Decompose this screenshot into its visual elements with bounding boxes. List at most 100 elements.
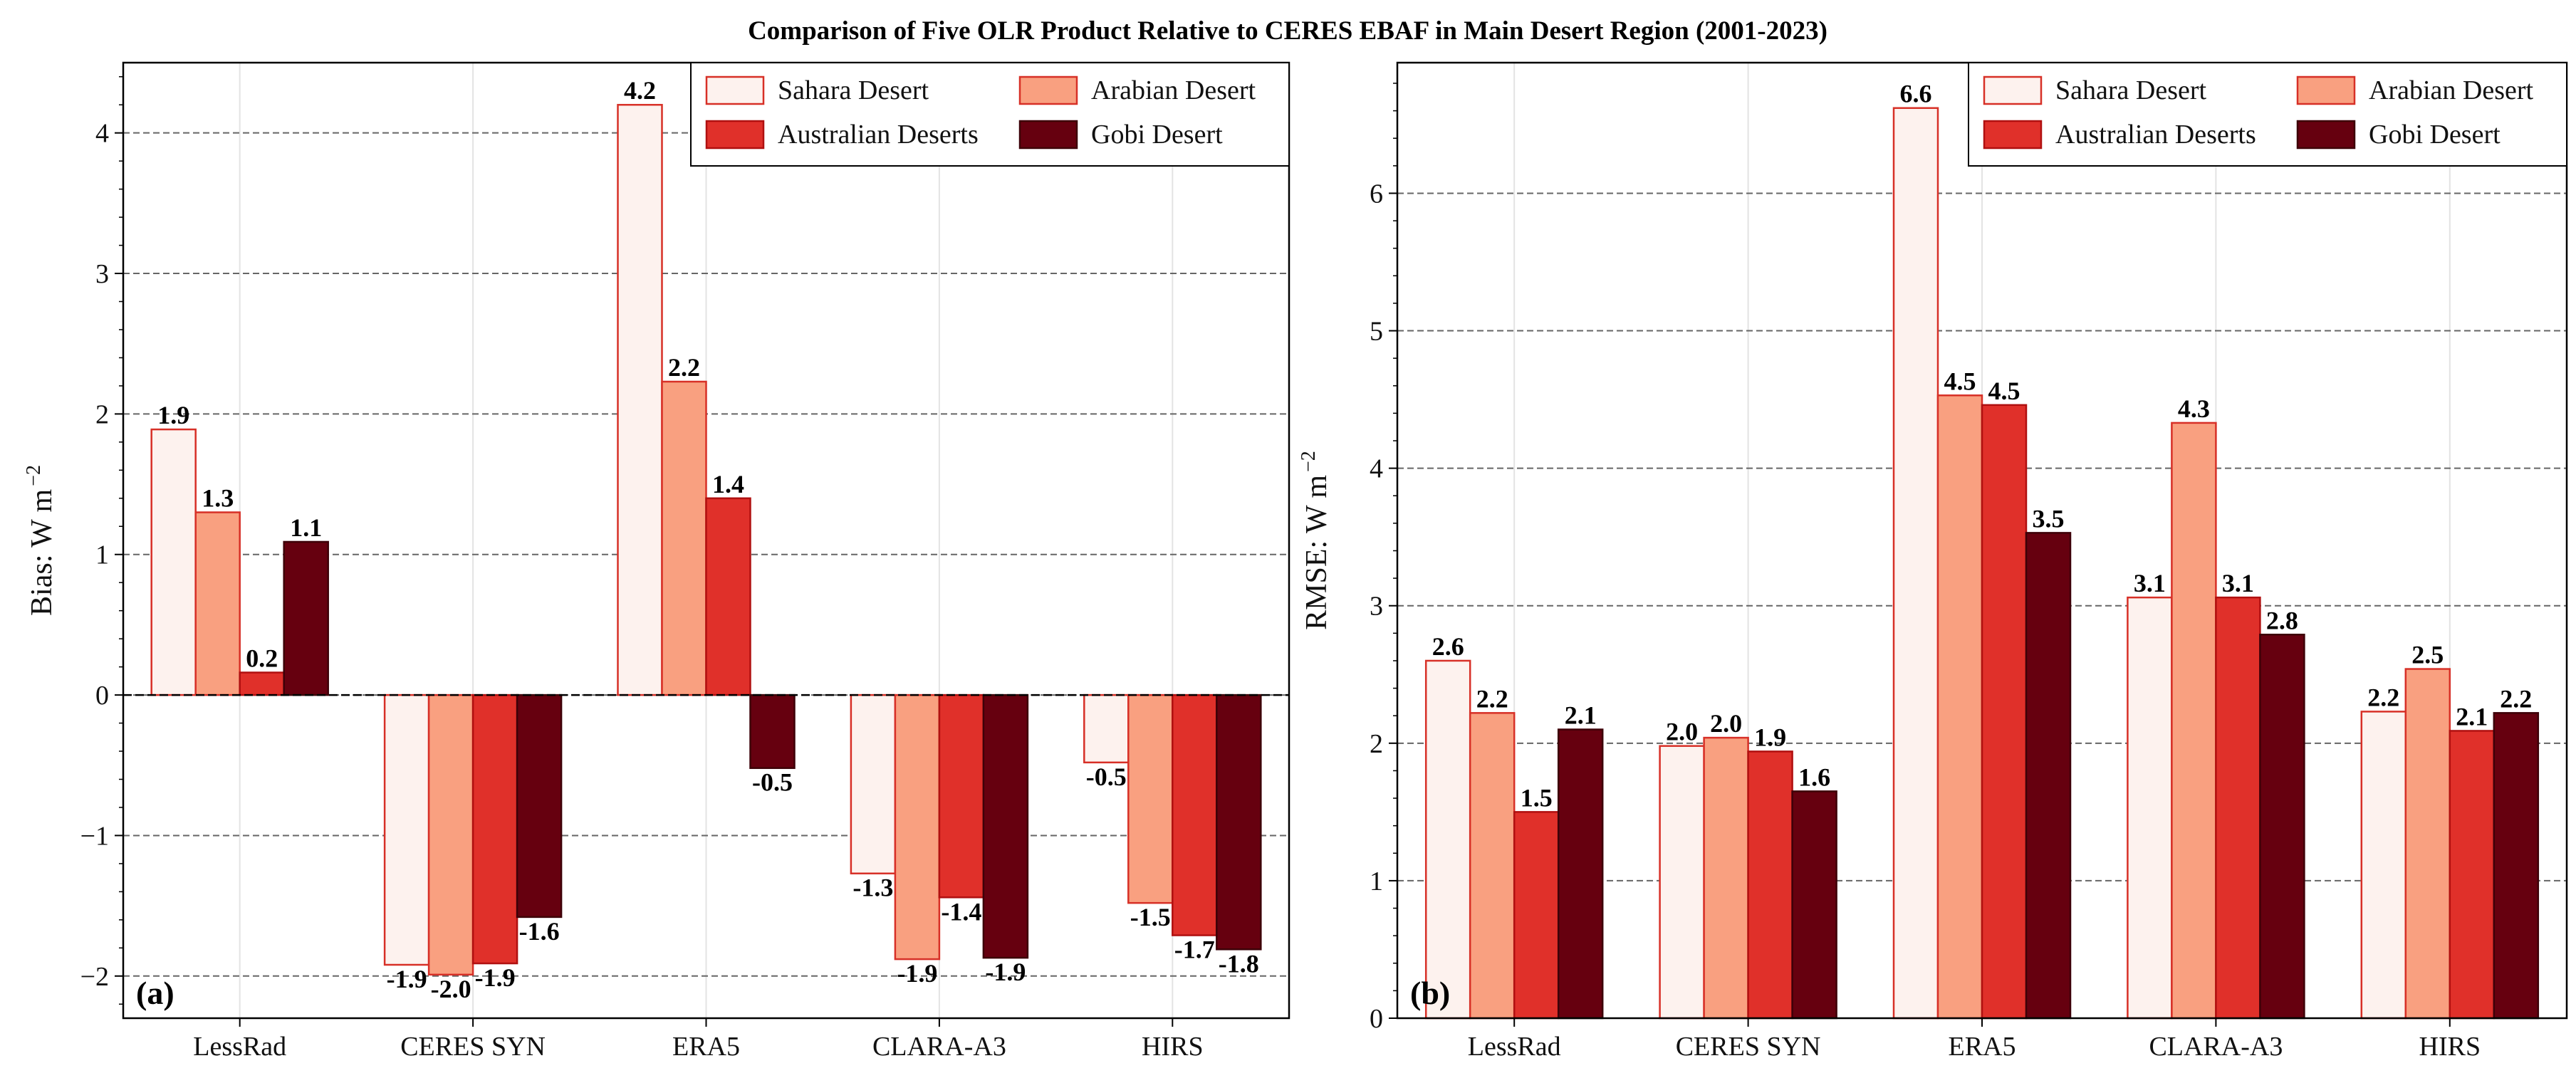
y-tick-label: 4 (1370, 454, 1383, 484)
legend-swatch (705, 120, 765, 150)
bar (2360, 711, 2407, 1020)
bar (239, 671, 285, 696)
panel-label: (b) (1410, 975, 1450, 1011)
bar-value-label: 2.8 (2266, 606, 2298, 634)
y-tick-label: 0 (95, 681, 109, 711)
bar-value-label: 0.2 (246, 644, 278, 673)
bar-value-label: 2.5 (2411, 641, 2444, 669)
bar-value-label: -1.7 (1174, 936, 1215, 964)
bar (938, 694, 985, 899)
bar (516, 694, 563, 919)
bar (283, 540, 329, 696)
bar-value-label: 2.6 (1432, 632, 1464, 661)
bar (1172, 694, 1218, 936)
bar (749, 694, 796, 769)
y-tick-label: 0 (1370, 1004, 1383, 1034)
y-axis-label: Bias: W m −2 (23, 465, 58, 616)
bar (894, 694, 941, 961)
bar (617, 103, 663, 696)
y-axis-label-text: RMSE: W m (1300, 475, 1333, 630)
legend-entry-label: Sahara Desert (778, 75, 929, 105)
y-axis-label-text: Bias: W m (26, 489, 58, 616)
bar (2493, 712, 2540, 1020)
x-tick-label: CLARA-A3 (872, 1032, 1006, 1062)
bar (2127, 596, 2173, 1020)
y-tick-label: 6 (1370, 179, 1383, 209)
y-tick-label: 1 (1370, 867, 1383, 896)
legend-entry-label: Gobi Desert (2369, 120, 2501, 150)
bar-value-label: 4.5 (1944, 367, 1976, 395)
bar-value-label: -1.8 (1219, 949, 1259, 978)
bar (1892, 107, 1939, 1020)
bar (194, 511, 241, 696)
bar-value-label: 6.6 (1900, 80, 1932, 108)
x-tick-label: ERA5 (672, 1032, 740, 1062)
bar (1981, 404, 2028, 1020)
legend-swatch (2296, 120, 2356, 150)
bar (705, 497, 751, 696)
bar-value-label: -0.5 (752, 768, 793, 797)
bar-value-label: 3.1 (2222, 569, 2254, 597)
bar-value-label: 1.3 (202, 484, 234, 513)
bar (1083, 694, 1130, 764)
bar-value-label: 1.1 (290, 513, 322, 542)
bar (1747, 750, 1793, 1020)
x-tick-label: LessRad (1468, 1032, 1561, 1062)
bar-value-label: -0.5 (1086, 763, 1127, 791)
y-tick-label: 2 (1370, 729, 1383, 759)
bar-value-label: 4.3 (2178, 394, 2210, 423)
bar-value-label: 2.2 (2367, 683, 2399, 711)
bar (1513, 811, 1560, 1020)
bar (1424, 659, 1471, 1020)
legend-box (690, 62, 1290, 167)
bar-value-label: -1.9 (985, 958, 1026, 986)
y-tick-label: 5 (1370, 317, 1383, 347)
legend-entry-label: Sahara Desert (2055, 75, 2207, 105)
bar (1791, 790, 1837, 1020)
bar-value-label: 2.1 (1565, 701, 1597, 730)
y-tick-label: −2 (80, 962, 109, 992)
y-tick-label: −1 (80, 821, 109, 851)
bar-value-label: -1.5 (1130, 903, 1171, 931)
bar (2215, 596, 2261, 1020)
bar-value-label: 2.0 (1666, 718, 1698, 746)
bar (2259, 634, 2305, 1020)
panel-label: (a) (136, 975, 174, 1011)
bar-value-label: -1.9 (897, 959, 937, 988)
figure-title: Comparison of Five OLR Product Relative … (748, 16, 1827, 46)
y-tick-label: 4 (95, 119, 109, 149)
y-tick-label: 3 (1370, 592, 1383, 622)
bar (383, 694, 430, 966)
x-tick-label: CERES SYN (1676, 1032, 1821, 1062)
bar-value-label: 1.4 (712, 470, 744, 498)
bar (1557, 728, 1604, 1020)
legend-entry-label: Australian Deserts (2055, 120, 2256, 150)
bar-value-label: -1.9 (475, 963, 516, 992)
bar-value-label: 4.2 (624, 76, 656, 105)
legend-swatch (1983, 120, 2043, 150)
y-axis-label-exponent: −2 (23, 465, 45, 486)
bar (2404, 668, 2451, 1020)
bar-value-label: -1.9 (387, 965, 427, 993)
bar (1703, 736, 1749, 1020)
bar-value-label: 1.9 (1754, 723, 1786, 751)
bar (2025, 532, 2072, 1020)
y-tick-label: 2 (95, 399, 109, 429)
bar-value-label: -1.6 (519, 917, 560, 946)
x-tick-label: HIRS (2419, 1032, 2481, 1062)
y-tick-label: 1 (95, 540, 109, 570)
bar (1659, 745, 1705, 1020)
y-axis-label: RMSE: W m −2 (1298, 451, 1333, 630)
bar (2449, 730, 2496, 1020)
bar-value-label: -1.3 (852, 874, 893, 902)
bar (850, 694, 897, 874)
legend-entry-label: Gobi Desert (1091, 120, 1223, 150)
y-axis-label-exponent: −2 (1298, 451, 1320, 472)
bar-value-label: 1.6 (1798, 763, 1830, 791)
bar (982, 694, 1029, 959)
bar (1127, 694, 1174, 904)
legend-swatch (2296, 75, 2356, 105)
x-tick-label: ERA5 (1949, 1032, 2016, 1062)
x-tick-label: HIRS (1142, 1032, 1204, 1062)
